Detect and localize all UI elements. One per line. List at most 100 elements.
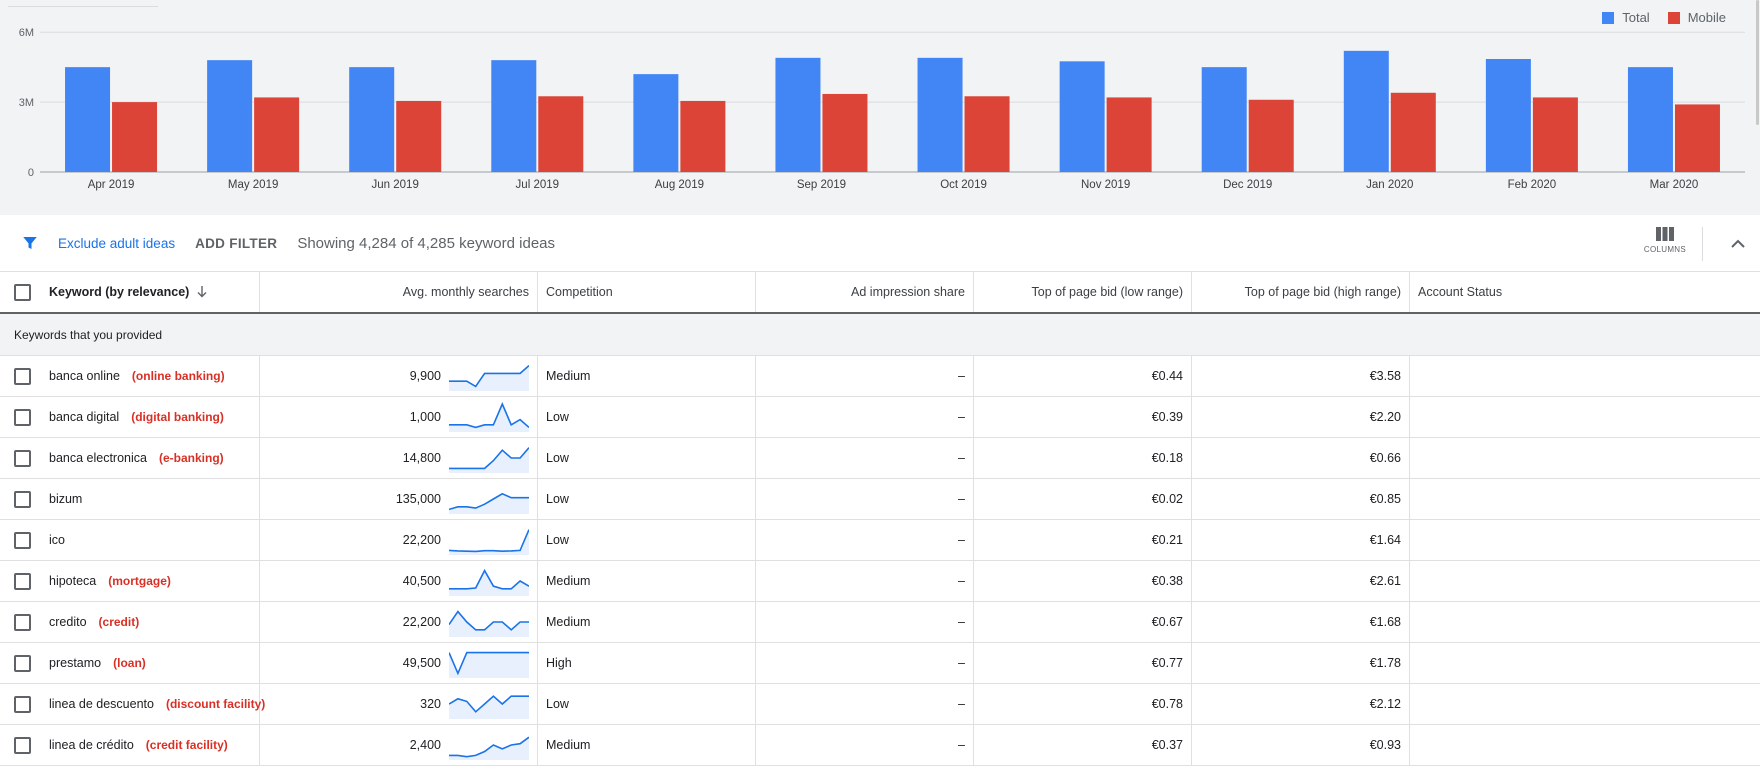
bar-total: [207, 60, 253, 172]
searches-value: 2,400: [409, 738, 441, 752]
avg-monthly-searches-cell: 320: [260, 684, 538, 724]
bar-mobile: [1248, 99, 1294, 172]
legend-item-total[interactable]: Total: [1602, 10, 1650, 25]
bar-total: [1627, 67, 1673, 172]
top-bid-high-cell: €3.58: [1192, 356, 1410, 396]
row-checkbox[interactable]: [14, 490, 31, 508]
bar-mobile: [1106, 97, 1152, 172]
top-bid-low-cell: €0.78: [974, 684, 1192, 724]
row-checkbox[interactable]: [14, 654, 31, 672]
keyword-cell: banca digital (digital banking): [0, 397, 260, 437]
header-keyword[interactable]: Keyword (by relevance): [0, 272, 260, 312]
trend-sparkline: [449, 492, 529, 514]
searches-value: 40,500: [402, 574, 441, 588]
sparkline-line: [449, 529, 529, 553]
select-all-checkbox[interactable]: [14, 283, 31, 301]
legend-item-mobile[interactable]: Mobile: [1667, 10, 1726, 25]
toolbar-divider: [1702, 227, 1703, 261]
account-status-cell: [1410, 479, 1760, 519]
table-row: prestamo (loan) 49,500 High – €0.77 €1.7…: [0, 643, 1760, 684]
keyword-cell: credito (credit): [0, 602, 260, 642]
page-scrollbar-thumb[interactable]: [1756, 0, 1759, 125]
header-avg-monthly-searches[interactable]: Avg. monthly searches: [260, 272, 538, 312]
sparkline-area: [449, 493, 529, 514]
sparkline-area: [449, 696, 529, 719]
x-tick-label: Nov 2019: [1081, 179, 1130, 191]
keyword-count-text: Showing 4,284 of 4,285 keyword ideas: [297, 234, 556, 252]
keyword-ideas-table: Keyword (by relevance) Avg. monthly sear…: [0, 272, 1760, 766]
competition-cell: Low: [538, 520, 756, 560]
keyword-cell: banca online (online banking): [0, 356, 260, 396]
keyword-translation: (loan): [113, 656, 146, 670]
competition-cell: Medium: [538, 561, 756, 601]
table-row: banca online (online banking) 9,900 Medi…: [0, 356, 1760, 397]
exclude-adult-ideas-filter[interactable]: Exclude adult ideas: [58, 235, 176, 251]
sparkline-line: [449, 695, 529, 713]
add-filter-button[interactable]: ADD FILTER: [195, 235, 278, 251]
sparkline-area: [449, 529, 529, 555]
row-checkbox[interactable]: [14, 449, 31, 467]
account-status-cell: [1410, 520, 1760, 560]
keyword-text: hipoteca: [49, 574, 97, 588]
columns-label: COLUMNS: [1643, 245, 1686, 254]
trend-sparkline: [449, 568, 529, 596]
group-label: Keywords that you provided: [14, 327, 163, 342]
row-checkbox[interactable]: [14, 695, 31, 713]
table-row: credito (credit) 22,200 Medium – €0.67 €…: [0, 602, 1760, 643]
x-tick-label: Jul 2019: [516, 179, 559, 191]
x-tick-label: Feb 2020: [1508, 179, 1557, 191]
row-checkbox[interactable]: [14, 572, 31, 590]
bar-total: [1201, 67, 1247, 172]
row-checkbox[interactable]: [14, 613, 31, 631]
bar-mobile: [1390, 92, 1436, 172]
header-top-bid-low[interactable]: Top of page bid (low range): [974, 272, 1192, 312]
keyword-cell: linea de descuento (discount facility): [0, 684, 265, 724]
sparkline-area: [449, 365, 529, 391]
table-row: banca digital (digital banking) 1,000 Lo…: [0, 397, 1760, 438]
avg-monthly-searches-cell: 9,900: [260, 356, 538, 396]
row-checkbox[interactable]: [14, 736, 31, 754]
avg-monthly-searches-cell: 14,800: [260, 438, 538, 478]
top-bid-low-cell: €0.21: [974, 520, 1192, 560]
ad-impression-share-cell: –: [756, 438, 974, 478]
row-checkbox[interactable]: [14, 408, 31, 426]
y-tick-label: 6M: [19, 27, 34, 39]
competition-cell: Medium: [538, 602, 756, 642]
avg-monthly-searches-cell: 2,400: [260, 725, 538, 765]
top-bid-high-cell: €2.61: [1192, 561, 1410, 601]
trend-sparkline: [449, 402, 529, 432]
header-competition[interactable]: Competition: [538, 272, 756, 312]
bar-total: [775, 57, 821, 172]
monthly-searches-chart: 0 3M 6M Apr 2019 May 2019 Jun 2019 Jul 2019 Aug…: [0, 0, 1760, 215]
header-top-bid-high[interactable]: Top of page bid (high range): [1192, 272, 1410, 312]
competition-cell: Low: [538, 479, 756, 519]
keyword-cell: banca electronica (e-banking): [0, 438, 260, 478]
avg-monthly-searches-cell: 22,200: [260, 520, 538, 560]
searches-value: 135,000: [395, 492, 441, 506]
account-status-cell: [1410, 397, 1760, 437]
sort-arrow-down-icon[interactable]: [197, 286, 207, 298]
columns-icon: [1655, 227, 1674, 241]
ad-impression-share-cell: –: [756, 602, 974, 642]
columns-button[interactable]: COLUMNS: [1644, 227, 1686, 254]
bar-mobile: [1674, 104, 1720, 172]
top-bid-high-cell: €1.64: [1192, 520, 1410, 560]
page-scrollbar[interactable]: [1754, 0, 1760, 125]
account-status-cell: [1410, 602, 1760, 642]
header-account-status[interactable]: Account Status: [1418, 285, 1503, 299]
collapse-chevron-up-icon[interactable]: [1728, 233, 1748, 253]
table-row: ico 22,200 Low – €0.21 €1.64: [0, 520, 1760, 561]
row-checkbox[interactable]: [14, 367, 31, 385]
sparkline-line: [449, 736, 529, 758]
sparkline-area: [449, 570, 529, 596]
bar-total: [1059, 61, 1105, 173]
searches-value: 49,500: [402, 656, 441, 670]
row-checkbox[interactable]: [14, 531, 31, 549]
header-ad-impression-share[interactable]: Ad impression share: [756, 272, 974, 312]
avg-monthly-searches-cell: 22,200: [260, 602, 538, 642]
top-bid-low-cell: €0.39: [974, 397, 1192, 437]
account-status-cell: [1410, 684, 1760, 724]
keyword-translation: (online banking): [131, 369, 225, 383]
trend-sparkline: [449, 529, 529, 555]
filter-icon[interactable]: [20, 233, 40, 253]
